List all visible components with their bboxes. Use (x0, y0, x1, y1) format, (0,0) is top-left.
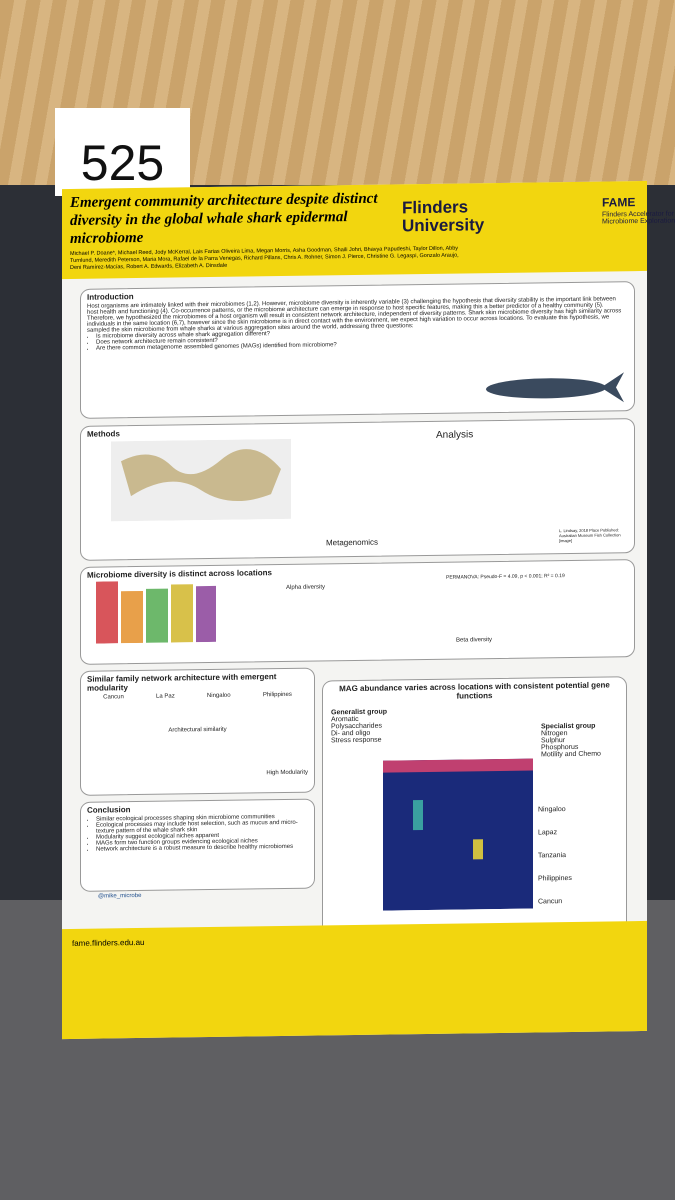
world-map (111, 438, 291, 522)
permanova: PERMANOVA: Pseudo-F = 4.09, p < 0.001; R… (446, 573, 565, 581)
generalist-function: Stress response (331, 736, 382, 745)
heading: Similar family network architecture with… (87, 672, 277, 693)
network: Similar family network architecture with… (80, 667, 315, 796)
conclusion-list: Similar ecological processes shaping ski… (87, 814, 308, 853)
board-number: 525 (55, 108, 190, 196)
url: fame.flinders.edu.au (72, 937, 145, 948)
mag: MAG abundance varies across locations wi… (322, 676, 627, 946)
network-locations: Cancun La Paz Ningaloo Philippines (87, 692, 308, 701)
location-label: Cancun (538, 898, 563, 906)
introduction: Introduction Host organisms are intimate… (80, 281, 635, 419)
specialist-function: Motility and Chemo (541, 750, 601, 759)
authors: Michael P. Doane*, Michael Reed, Jody Mc… (70, 245, 459, 271)
whale-shark-image (486, 372, 624, 403)
generalist-title: Generalist group (331, 708, 388, 717)
heading: Methods (87, 429, 120, 439)
metagenomics-label: Metagenomics (326, 537, 379, 548)
footer: fame.flinders.edu.au (62, 920, 647, 1040)
analysis-label: Analysis (436, 429, 474, 441)
image-credit: L. Lindsay, 2018 Place Published: Austra… (559, 527, 621, 544)
location-label: Cancun (103, 694, 124, 701)
heading: MAG abundance varies across locations wi… (339, 680, 610, 701)
heatmap (383, 758, 533, 911)
diversity: Microbiome diversity is distinct across … (80, 559, 635, 665)
location-label: Philippines (538, 874, 572, 883)
header: Emergent community architecture despite … (62, 180, 675, 280)
methods: Methods Analysis Metagenomics L. Lindsay… (80, 418, 635, 561)
alpha-label: Alpha diversity (286, 584, 326, 591)
specialist-title: Specialist group (541, 722, 596, 731)
mag-locations: Ningaloo Lapaz Tanzania Philippines Cancun (538, 798, 572, 913)
twitter-handle: @mike_microbe (98, 892, 142, 900)
generalist: Generalist group Aromatic Polysaccharides D… (331, 709, 387, 745)
modularity-label: High Modularity (266, 769, 308, 777)
location-label: Ningaloo (206, 692, 231, 700)
similarity-label: Architectural similarity (168, 726, 227, 734)
conclusion: Conclusion Similar ecological processes … (80, 798, 315, 892)
university-logo: Flinders University (402, 197, 485, 236)
heading: Conclusion (87, 805, 131, 815)
poster: Emergent community architecture despite … (62, 180, 675, 1040)
specialist: Specialist group Nitrogen Sulphur Phosphoru… (541, 723, 601, 759)
title: Emergent community architecture despite … (70, 190, 378, 247)
location-label: Lapaz (538, 829, 558, 837)
fame-logo: FAME (602, 195, 636, 210)
location-label: Ningaloo (538, 806, 566, 814)
location-label: Tanzania (538, 852, 567, 860)
location-label: Philippines (262, 691, 292, 699)
location-label: La Paz (156, 693, 175, 700)
beta-label: Beta diversity (456, 637, 493, 644)
stacked-bars (96, 581, 216, 644)
fame-subtitle: Flinders Accelerator for Microbiome Expl… (602, 210, 675, 226)
